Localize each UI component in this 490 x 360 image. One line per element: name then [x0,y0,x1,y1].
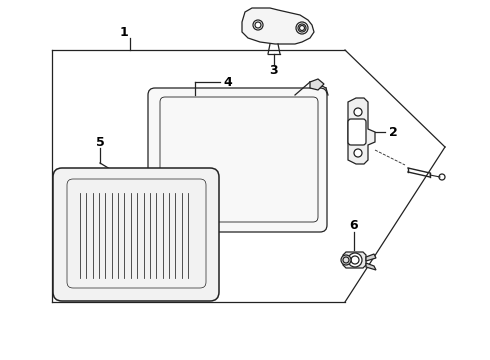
Text: 3: 3 [270,63,278,77]
Circle shape [348,253,362,267]
Circle shape [253,20,263,30]
Text: 2: 2 [389,126,397,139]
Polygon shape [348,98,375,164]
Circle shape [354,149,362,157]
Text: 5: 5 [96,135,104,149]
Polygon shape [343,252,366,268]
Polygon shape [366,263,376,270]
Text: 6: 6 [350,219,358,231]
Polygon shape [310,79,324,90]
Polygon shape [242,8,314,44]
FancyBboxPatch shape [148,88,327,232]
Text: 4: 4 [223,76,232,89]
FancyBboxPatch shape [53,168,219,301]
Text: 1: 1 [120,26,128,39]
Circle shape [296,22,308,34]
Circle shape [354,108,362,116]
Circle shape [341,255,351,265]
FancyBboxPatch shape [348,119,366,145]
Polygon shape [366,254,376,261]
